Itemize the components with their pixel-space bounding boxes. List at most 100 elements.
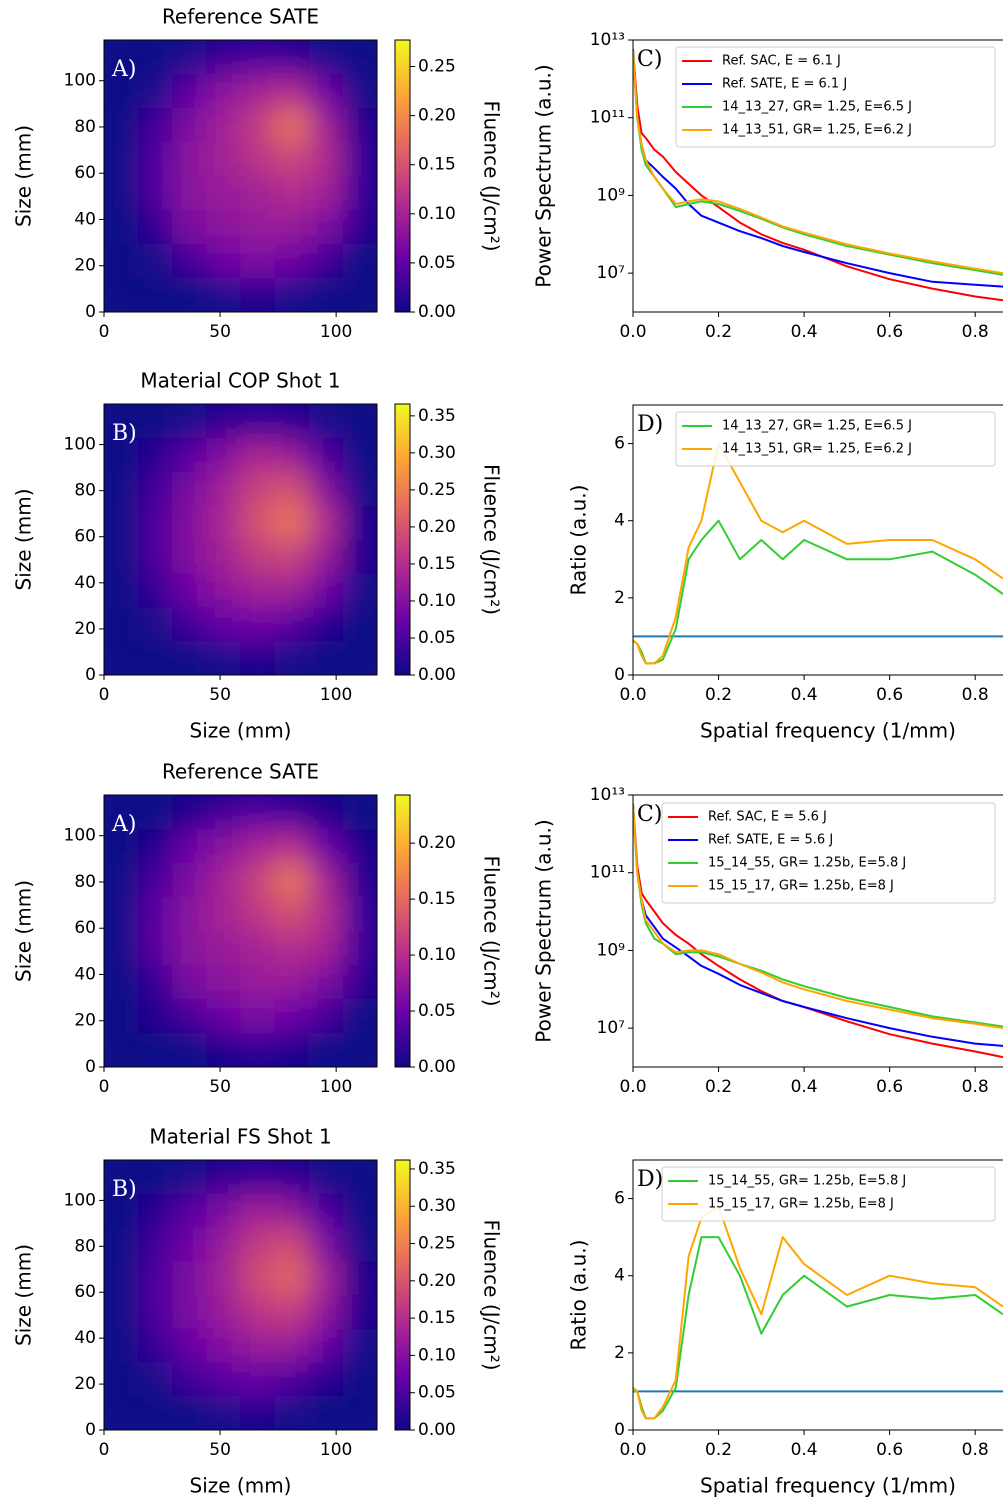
y-tick-label: 80 (74, 481, 96, 501)
heatmap-cell (104, 641, 139, 675)
heatmap-cell (104, 1362, 139, 1397)
x-tick-label: 0 (99, 1440, 110, 1460)
axis-spines (632, 39, 1003, 313)
y-tick-label: 0 (85, 1057, 96, 1077)
heatmap-cell (138, 863, 173, 898)
heatmap-cell (274, 1362, 310, 1397)
heatmap-cell (104, 897, 139, 932)
heatmap-cell (206, 1295, 241, 1330)
heatmap-cell (342, 829, 377, 864)
heatmap-cells (104, 795, 377, 1067)
heatmap-cell (274, 210, 310, 245)
series-line (633, 51, 1003, 275)
y-tick-label: 60 (74, 527, 96, 547)
heatmap-cell (138, 471, 173, 507)
heatmap-cell (138, 108, 173, 143)
y-tick-label: 0 (85, 302, 96, 322)
x-tick-label: 0.0 (619, 322, 646, 342)
heatmap-cell (138, 1160, 173, 1195)
legend-label: Ref. SATE, E = 5.6 J (708, 833, 833, 848)
colorbar-tick-label: 0.05 (418, 628, 456, 648)
heatmap-cell (172, 829, 207, 864)
heatmap-cell (342, 142, 377, 177)
heatmap-cell (240, 404, 276, 439)
y-tick-label: 100 (64, 826, 96, 846)
heatmap-cell (240, 1362, 276, 1397)
heatmap-cell (308, 278, 344, 312)
axis-spines (632, 1159, 1003, 1431)
heatmap-cell (172, 607, 207, 642)
colorbar-tick-label: 0.05 (418, 253, 456, 273)
x-tick-label: 0.6 (876, 1077, 903, 1097)
heatmap-cell (240, 1160, 276, 1195)
heatmap-cell (274, 437, 310, 473)
chart-title: Material FS Shot 1 (149, 1125, 331, 1149)
plot-frame (103, 403, 378, 676)
y-tick-label: 6 (614, 1189, 625, 1209)
chart-title: Reference SATE (162, 760, 319, 784)
heatmap-cell (138, 437, 173, 473)
heatmap-cell (104, 573, 139, 608)
heatmap-cell (240, 863, 276, 898)
heatmap-cell (342, 795, 377, 830)
heatmap-cell (308, 404, 344, 439)
heatmap-cell (308, 471, 344, 507)
heatmap-cell (206, 176, 241, 211)
x-tick-label: 50 (209, 1440, 231, 1460)
y-axis-label: Power Spectrum (a.u.) (532, 819, 556, 1042)
heatmap-cell (308, 505, 344, 540)
colorbar (394, 794, 411, 1068)
panel-label: B) (112, 421, 137, 446)
heatmap-cell (308, 108, 344, 143)
y-tick-label: 80 (74, 1236, 96, 1256)
heatmap-cell (138, 1396, 173, 1430)
heatmap-cell (342, 40, 377, 75)
series-line (633, 806, 1003, 1030)
colorbar-tick-label: 0.20 (418, 106, 456, 126)
heatmap-cell (240, 999, 276, 1034)
heatmap-cell (206, 1033, 241, 1067)
heatmap-cell (274, 505, 310, 540)
heatmap-cell (274, 863, 310, 898)
heatmap-cell (104, 176, 139, 211)
heatmap-cell (104, 931, 139, 966)
heatmap-cell (172, 999, 207, 1034)
heatmap-cell (308, 829, 344, 864)
heatmap-cell (274, 965, 310, 1000)
heatmap-cell (104, 829, 139, 864)
heatmap-cell (206, 505, 241, 540)
heatmap-cell (104, 244, 139, 279)
colorbar-tick-label: 0.30 (418, 1196, 456, 1216)
heatmap-cell (274, 1193, 310, 1228)
plot-area (633, 48, 1003, 302)
x-tick-label: 0.0 (619, 1077, 646, 1097)
colorbar-tick-label: 0.00 (418, 665, 456, 685)
heatmap-cell (104, 142, 139, 177)
heatmap-cell (342, 607, 377, 642)
heatmap-cell (104, 795, 139, 830)
heatmap-cell (308, 40, 344, 75)
heatmap-cell (342, 1295, 377, 1330)
colorbar-tick-label: 0.25 (418, 57, 456, 77)
heatmap-cell (172, 278, 207, 312)
heatmap-cell (138, 142, 173, 177)
heatmap-cell (274, 278, 310, 312)
heatmap-cell (342, 176, 377, 211)
heatmap-cell (104, 1328, 139, 1363)
heatmap-cell (172, 404, 207, 439)
colorbar-tick-label: 0.30 (418, 443, 456, 463)
y-axis-label: Ratio (a.u.) (567, 485, 591, 596)
series-line (633, 48, 1003, 276)
heatmap-cell (172, 437, 207, 473)
heatmap-cell (342, 278, 377, 312)
heatmap-cell (104, 210, 139, 245)
heatmap-cell (274, 176, 310, 211)
legend-label: 15_15_17, GR= 1.25b, E=8 J (708, 879, 894, 894)
heatmap-cell (274, 1160, 310, 1195)
heatmap-cells (104, 404, 377, 675)
heatmap-cell (172, 505, 207, 540)
heatmap-cell (172, 1261, 207, 1296)
heatmap-cell (104, 1033, 139, 1067)
heatmap-cell (342, 573, 377, 608)
